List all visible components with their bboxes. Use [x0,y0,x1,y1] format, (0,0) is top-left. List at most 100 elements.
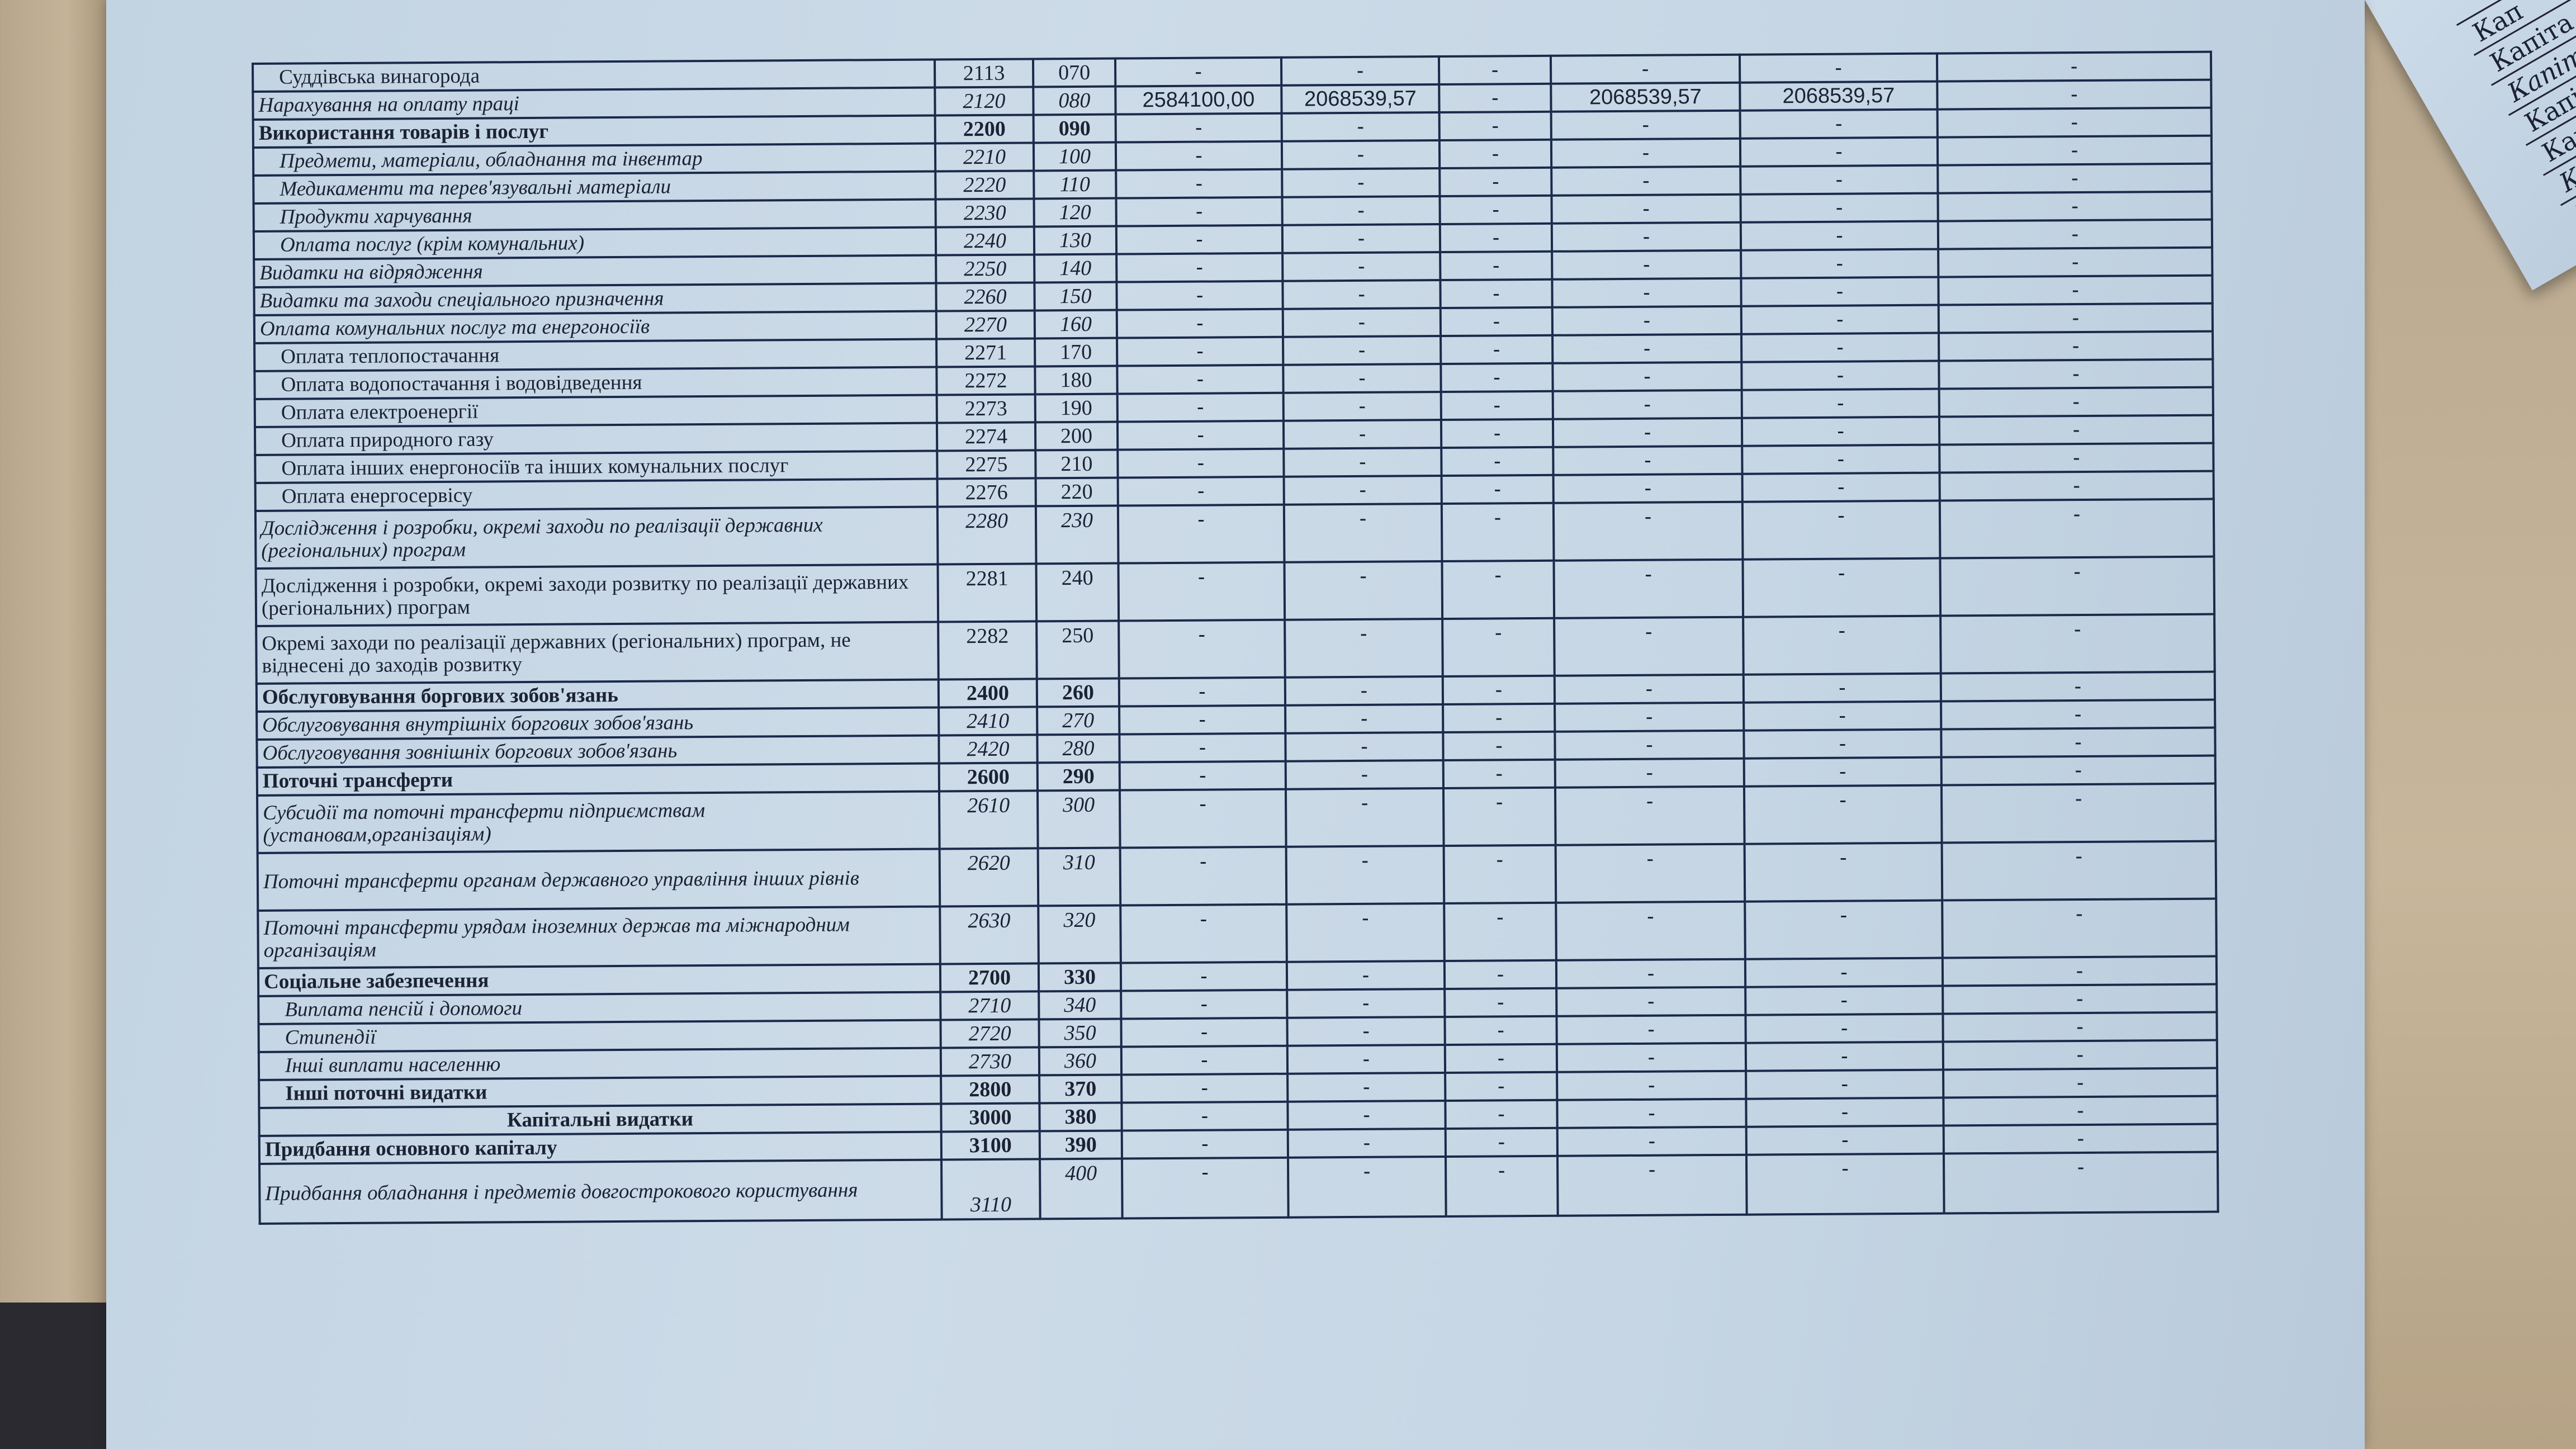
amount-cell: - [1941,699,2215,730]
line-code-cell: 260 [1036,678,1120,707]
amount-cell: - [1557,1098,1746,1128]
amount-cell: - [1441,503,1554,562]
amount-cell: - [1119,761,1286,790]
amount-cell: - [1941,783,2216,843]
amount-cell: - [1745,958,1943,987]
amount-cell: - [1943,1096,2218,1126]
amount-cell: - [1283,364,1441,393]
amount-cell: - [1551,166,1741,196]
amount-cell: - [1555,758,1744,788]
amount-cell: - [1556,1043,1746,1072]
amount-cell: - [1445,1072,1557,1101]
economic-code-cell: 2420 [939,735,1038,764]
amount-cell: - [1940,671,2215,702]
amount-cell: - [1120,846,1287,906]
item-name-cell: Соціальне забезпечення [258,964,941,996]
line-code-cell: 240 [1036,563,1119,622]
amount-cell: - [1552,362,1742,391]
amount-cell: - [1937,107,2212,138]
amount-cell: - [1445,1128,1557,1157]
amount-cell: - [1551,138,1741,168]
amount-cell: - [1557,1154,1747,1216]
amount-cell: - [1553,501,1743,561]
amount-cell: 2584100,00 [1115,85,1282,115]
amount-cell: - [1121,989,1287,1019]
line-code-cell: 340 [1039,991,1121,1020]
economic-code-cell: 2281 [937,564,1037,622]
amount-cell: - [1557,1126,1746,1156]
line-code-cell: 070 [1033,58,1116,87]
economic-code-cell: 2710 [940,991,1039,1020]
amount-cell: - [1552,418,1742,447]
amount-cell: - [1284,476,1442,505]
amount-cell: - [1745,986,1943,1015]
item-name-cell: Інші поточні видатки [259,1076,941,1108]
amount-cell: 2068539,57 [1740,81,1938,111]
item-name-cell: Оплата інших енергоносіїв та інших комун… [255,451,937,483]
amount-cell: 2068539,57 [1551,82,1740,112]
amount-cell: - [1121,1129,1288,1159]
amount-cell: - [1554,617,1744,676]
economic-code-cell: 3000 [941,1103,1040,1132]
item-name-cell: Суддівська винагорода [253,59,935,92]
amount-cell: - [1281,56,1439,86]
amount-cell: - [1286,903,1445,962]
amount-cell: - [1287,1016,1445,1046]
amount-cell: - [1740,165,1938,195]
economic-code-cell: 2610 [939,790,1038,849]
economic-code-cell: 3100 [941,1131,1040,1160]
amount-cell: - [1281,140,1440,169]
line-code-cell: 150 [1034,282,1117,311]
amount-cell: - [1938,247,2213,277]
amount-cell: - [1119,677,1286,707]
item-name-cell: Стипендії [258,1020,941,1052]
amount-cell: - [1441,447,1554,476]
amount-cell: - [1552,250,1741,280]
amount-cell: - [1744,701,1942,731]
amount-cell: - [1116,225,1283,254]
item-name-cell: Нарахування на оплату праці [253,87,935,120]
item-name-cell: Поточні трансферти [257,763,939,795]
amount-cell: - [1942,956,2217,986]
amount-cell: - [1554,674,1744,704]
amount-cell: - [1445,1044,1557,1073]
economic-code-cell: 2282 [938,621,1037,680]
amount-cell: - [1441,419,1554,448]
line-code-cell: 320 [1038,905,1121,964]
amount-cell: - [1439,111,1551,141]
item-name-cell: Видатки на відрядження [254,255,936,287]
item-name-cell: Капітальні видатки [259,1104,941,1136]
line-code-cell: 270 [1037,706,1120,735]
item-name-cell: Обслуговування внутрішніх боргових зобов… [257,707,939,740]
item-name-cell: Субсидії та поточні трансферти підприємс… [257,791,940,853]
amount-cell: - [1282,196,1440,225]
economic-code-cell: 2800 [941,1075,1040,1104]
item-name-cell: Придбання основного капіталу [259,1131,942,1164]
amount-cell: - [1741,305,1939,334]
item-name-cell: Оплата теплопостачання [254,339,937,371]
amount-cell: - [1940,614,2215,674]
economic-code-cell: 2274 [936,422,1036,451]
amount-cell: - [1441,475,1554,504]
amount-cell: - [1445,988,1557,1017]
amount-cell: - [1115,113,1282,143]
amount-cell: - [1740,193,1938,222]
amount-cell: - [1551,222,1741,252]
amount-cell: - [1117,448,1284,478]
amount-cell: - [1285,619,1443,678]
amount-cell: - [1121,1017,1287,1047]
amount-cell: - [1937,79,2212,110]
amount-cell: - [1741,361,1939,390]
item-name-cell: Дослідження і розробки, окремі заходи по… [255,506,938,569]
item-name-cell: Окремі заходи по реалізації державних (р… [256,622,939,684]
amount-cell: - [1440,279,1552,309]
line-code-cell: 220 [1035,477,1118,506]
amount-cell: - [1745,1041,1944,1071]
amount-cell: - [1440,307,1553,337]
economic-code-cell: 2120 [935,87,1034,116]
item-name-cell: Обслуговування боргових зобов'язань [256,679,939,712]
amount-cell: - [1551,110,1740,140]
amount-cell: - [1740,221,1939,250]
amount-cell: - [1284,561,1443,620]
line-code-cell: 100 [1033,142,1116,171]
